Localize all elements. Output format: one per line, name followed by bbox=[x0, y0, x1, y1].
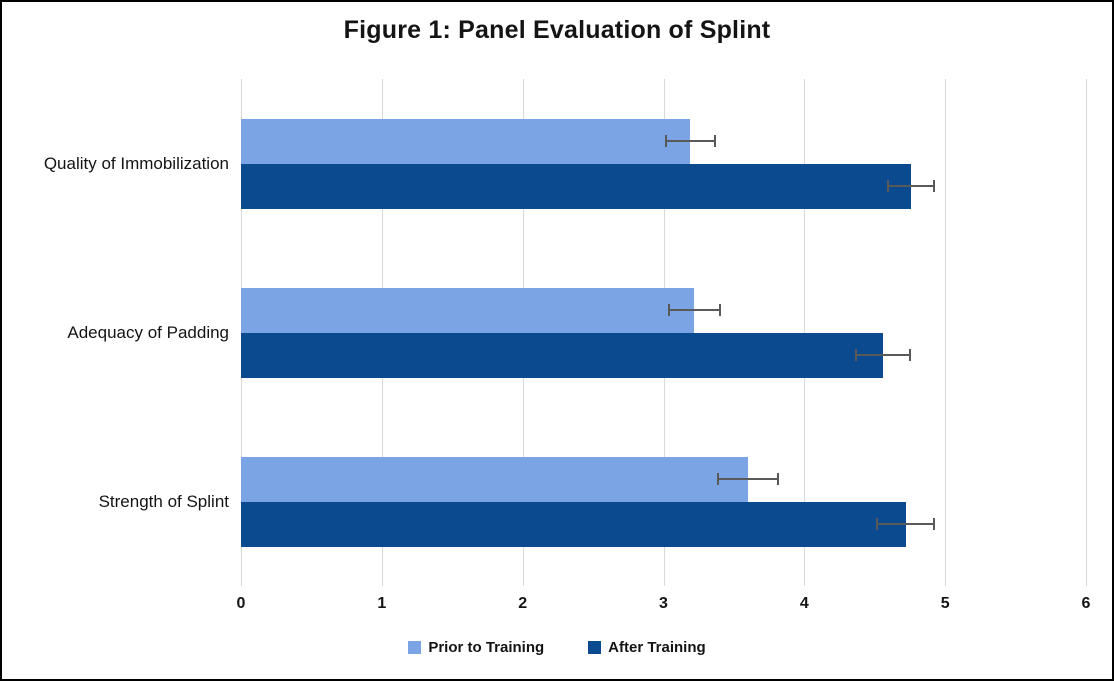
legend-swatch-prior-to-training bbox=[408, 641, 422, 654]
category-label: Strength of Splint bbox=[98, 491, 229, 511]
error-bar-line bbox=[876, 523, 936, 525]
error-bar-line bbox=[667, 309, 722, 311]
error-bar bbox=[664, 135, 716, 147]
bar-prior-to-training bbox=[241, 118, 691, 164]
gridline bbox=[1086, 79, 1087, 586]
error-bar-cap-left bbox=[855, 349, 858, 361]
legend-label: After Training bbox=[608, 639, 706, 656]
x-tick-label: 6 bbox=[1081, 595, 1091, 612]
legend-item: Prior to Training bbox=[408, 639, 544, 656]
error-bar bbox=[717, 473, 779, 485]
error-bar-cap-right bbox=[933, 180, 936, 192]
x-tick-label: 5 bbox=[940, 595, 950, 612]
x-tick-label: 3 bbox=[659, 595, 668, 612]
error-bar-line bbox=[887, 185, 936, 187]
bar-prior-to-training bbox=[241, 287, 695, 333]
legend: Prior to Training After Training bbox=[2, 639, 1112, 656]
bar-after-training bbox=[241, 163, 912, 209]
error-bar-cap-left bbox=[887, 180, 890, 192]
error-bar-cap-left bbox=[717, 473, 720, 485]
error-bar bbox=[855, 349, 912, 361]
gridline bbox=[945, 79, 947, 586]
chart-title: Figure 1: Panel Evaluation of Splint bbox=[343, 16, 771, 44]
error-bar-cap-right bbox=[713, 135, 716, 147]
error-bar-cap-right bbox=[776, 473, 779, 485]
error-bar-cap-left bbox=[664, 135, 667, 147]
error-bar bbox=[876, 518, 936, 530]
bar-prior-to-training bbox=[241, 456, 748, 502]
bar-after-training bbox=[241, 332, 884, 378]
x-tick-label: 4 bbox=[799, 595, 809, 612]
x-tick-label: 1 bbox=[377, 595, 387, 612]
x-tick-label: 2 bbox=[518, 595, 528, 612]
x-tick-label: 0 bbox=[236, 595, 246, 612]
error-bar-cap-right bbox=[719, 304, 722, 316]
bar-after-training bbox=[241, 501, 906, 547]
category-label: Quality of Immobilization bbox=[43, 153, 229, 173]
error-bar bbox=[667, 304, 722, 316]
legend-item: After Training bbox=[588, 639, 706, 656]
error-bar bbox=[887, 180, 936, 192]
error-bar-line bbox=[855, 354, 912, 356]
error-bar-cap-left bbox=[876, 518, 879, 530]
error-bar-cap-right bbox=[909, 349, 912, 361]
legend-swatch-after-training bbox=[588, 641, 602, 654]
error-bar-line bbox=[664, 140, 716, 142]
error-bar-cap-left bbox=[667, 304, 670, 316]
legend-label: Prior to Training bbox=[428, 639, 545, 656]
category-label: Adequacy of Padding bbox=[67, 322, 229, 342]
error-bar-line bbox=[717, 478, 779, 480]
error-bar-cap-right bbox=[933, 518, 936, 530]
